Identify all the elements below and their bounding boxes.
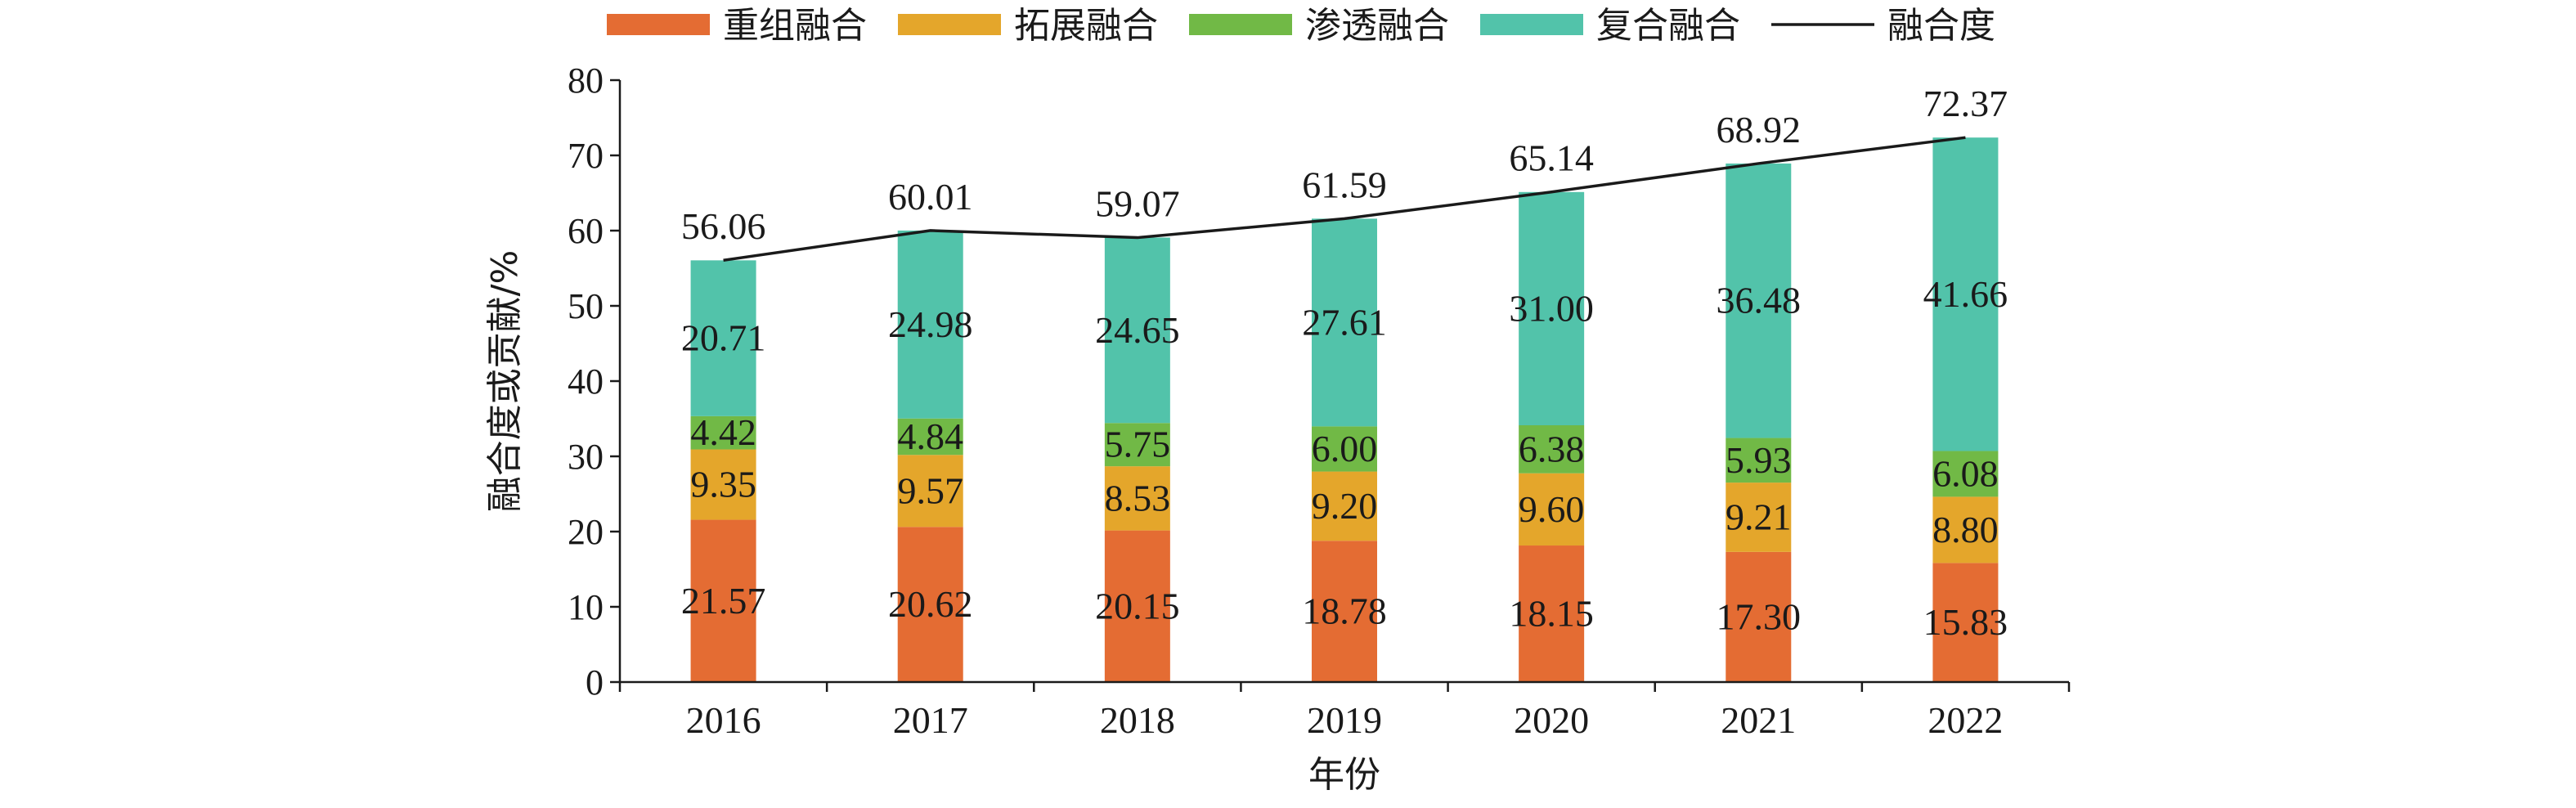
- y-tick-label: 60: [568, 211, 604, 251]
- data-label: 8.80: [1932, 509, 1999, 550]
- data-label: 15.83: [1923, 601, 2008, 643]
- data-label: 18.78: [1302, 590, 1387, 632]
- data-label: 27.61: [1302, 301, 1387, 343]
- y-tick-label: 80: [568, 61, 604, 101]
- x-axis-title: 年份: [1308, 754, 1380, 796]
- data-label: 20.62: [888, 583, 973, 625]
- data-label: 6.08: [1932, 452, 1999, 494]
- data-label: 20.15: [1095, 585, 1180, 626]
- legend-label: 重组融合: [723, 5, 867, 47]
- bar-segment-重组融合-2022: [1932, 563, 1999, 682]
- bar-segment-渗透融合-2016: [690, 415, 756, 450]
- y-tick-label: 30: [568, 437, 604, 477]
- x-tick-label: 2020: [1514, 699, 1589, 741]
- bar-segment-复合融合-2019: [1312, 218, 1377, 427]
- y-tick-label: 0: [586, 662, 604, 703]
- legend-label: 复合融合: [1596, 5, 1740, 47]
- data-label: 9.60: [1519, 488, 1585, 530]
- data-label: 9.35: [690, 464, 756, 505]
- bar-segment-重组融合-2018: [1104, 530, 1170, 682]
- bar-segment-复合融合-2017: [897, 230, 963, 419]
- data-label: 17.30: [1717, 595, 1802, 637]
- bar-segment-重组融合-2020: [1519, 545, 1585, 682]
- legend-label: 拓展融合: [1014, 5, 1158, 47]
- x-tick-label: 2017: [893, 699, 968, 741]
- data-label: 21.57: [681, 580, 766, 622]
- x-tick-label: 2018: [1100, 699, 1175, 741]
- y-tick-label: 70: [568, 136, 604, 176]
- legend-swatch-重组融合: [607, 14, 710, 35]
- bar-segment-复合融合-2022: [1932, 137, 1999, 451]
- bar-segment-拓展融合-2017: [897, 455, 963, 527]
- data-label: 5.75: [1105, 424, 1171, 465]
- bar-segment-渗透融合-2019: [1312, 426, 1377, 472]
- data-label: 4.84: [897, 415, 963, 457]
- bar-segment-渗透融合-2021: [1726, 438, 1792, 483]
- data-label: 41.66: [1923, 273, 2008, 315]
- line-融合度: [723, 136, 1966, 262]
- data-label: 6.38: [1519, 428, 1585, 469]
- data-label: 9.21: [1726, 496, 1792, 537]
- bar-segment-重组融合-2017: [897, 527, 963, 682]
- data-label: 20.71: [681, 317, 766, 359]
- bar-segment-渗透融合-2018: [1104, 423, 1170, 467]
- data-label: 9.57: [897, 469, 963, 511]
- legend-label: 融合度: [1887, 5, 1995, 47]
- line-layer: [723, 136, 1966, 262]
- bar-segment-渗透融合-2017: [897, 418, 963, 456]
- bar-segment-渗透融合-2022: [1932, 451, 1999, 497]
- line-point-label: 72.37: [1923, 83, 2008, 124]
- bar-segment-复合融合-2021: [1726, 163, 1792, 438]
- bar-segment-复合融合-2018: [1104, 237, 1170, 424]
- legend-swatch-复合融合: [1480, 14, 1583, 35]
- axes-layer: 0 10 20 30 40 50 60 70 80 2016 2017 2018 2019 2020 202…: [484, 61, 2071, 796]
- line-point-label: 65.14: [1509, 137, 1594, 179]
- data-label: 18.15: [1509, 593, 1594, 635]
- bar-segment-拓展融合-2018: [1104, 466, 1170, 531]
- data-label: 6.00: [1312, 428, 1378, 469]
- data-label: 9.20: [1312, 485, 1378, 527]
- line-point-label: 61.59: [1302, 164, 1387, 205]
- bar-segment-拓展融合-2021: [1726, 483, 1792, 552]
- y-tick-label: 10: [568, 587, 604, 627]
- y-tick-label: 40: [568, 361, 604, 402]
- x-tick-label: 2016: [686, 699, 761, 741]
- legend-swatch-渗透融合: [1189, 14, 1292, 35]
- data-label: 4.42: [690, 411, 756, 453]
- line-point-label: 68.92: [1717, 109, 1802, 150]
- bar-segment-拓展融合-2016: [690, 449, 756, 520]
- y-axis-title: 融合度或贡献/%: [484, 250, 526, 513]
- line-point-label: 56.06: [681, 205, 766, 247]
- bars-layer: [690, 137, 1999, 682]
- x-tick-label: 2022: [1928, 699, 2003, 741]
- bar-segment-拓展融合-2020: [1519, 473, 1585, 546]
- data-label: 24.65: [1095, 309, 1180, 351]
- bar-segment-重组融合-2021: [1726, 551, 1792, 682]
- bar-segment-拓展融合-2019: [1312, 471, 1377, 541]
- line-point-label: 60.01: [888, 176, 973, 218]
- bar-segment-复合融合-2020: [1519, 191, 1585, 426]
- data-label: 31.00: [1509, 287, 1594, 329]
- data-label: 8.53: [1105, 477, 1171, 518]
- legend-swatch-拓展融合: [898, 14, 1001, 35]
- x-tick-label: 2019: [1307, 699, 1382, 741]
- data-labels-layer: 21.57 20.62 20.15 18.78 18.15 17.30 15.83 9.35 9…: [681, 83, 2008, 643]
- bar-segment-重组融合-2019: [1312, 541, 1377, 682]
- bar-segment-渗透融合-2020: [1519, 425, 1585, 474]
- x-tick-label: 2021: [1721, 699, 1796, 741]
- legend-label: 渗透融合: [1305, 5, 1449, 47]
- line-point-label: 59.07: [1095, 183, 1180, 225]
- data-label: 36.48: [1717, 280, 1802, 321]
- y-tick-label: 20: [568, 512, 604, 552]
- legend: 重组融合 拓展融合 渗透融合 复合融合 融合度: [607, 5, 1995, 47]
- bar-segment-复合融合-2016: [690, 260, 756, 416]
- bar-segment-重组融合-2016: [690, 519, 756, 682]
- bar-segment-拓展融合-2022: [1932, 496, 1999, 563]
- y-tick-label: 50: [568, 286, 604, 326]
- data-label: 5.93: [1726, 439, 1792, 481]
- data-label: 24.98: [888, 303, 973, 345]
